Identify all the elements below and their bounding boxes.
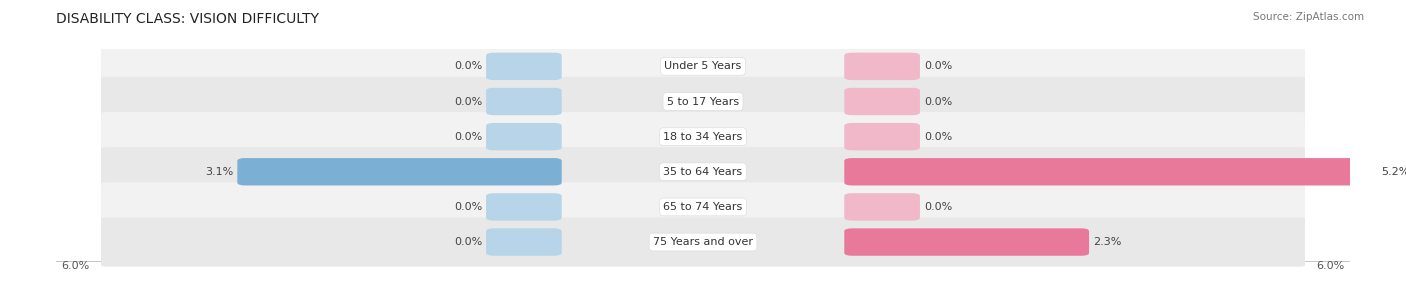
Text: DISABILITY CLASS: VISION DIFFICULTY: DISABILITY CLASS: VISION DIFFICULTY — [56, 12, 319, 26]
FancyBboxPatch shape — [101, 217, 1305, 267]
Text: 0.0%: 0.0% — [924, 61, 952, 71]
FancyBboxPatch shape — [844, 88, 920, 115]
Text: Under 5 Years: Under 5 Years — [665, 61, 741, 71]
FancyBboxPatch shape — [486, 88, 562, 115]
Text: 0.0%: 0.0% — [924, 132, 952, 142]
FancyBboxPatch shape — [486, 193, 562, 221]
Text: 5.2%: 5.2% — [1382, 167, 1406, 177]
Text: 0.0%: 0.0% — [454, 96, 482, 106]
FancyBboxPatch shape — [101, 42, 1305, 91]
FancyBboxPatch shape — [844, 53, 920, 80]
Text: 6.0%: 6.0% — [62, 260, 90, 271]
Text: Source: ZipAtlas.com: Source: ZipAtlas.com — [1253, 12, 1364, 22]
Text: 6.0%: 6.0% — [1316, 260, 1344, 271]
Text: 0.0%: 0.0% — [924, 96, 952, 106]
Text: 35 to 64 Years: 35 to 64 Years — [664, 167, 742, 177]
FancyBboxPatch shape — [486, 228, 562, 256]
Text: 0.0%: 0.0% — [454, 237, 482, 247]
Text: 0.0%: 0.0% — [454, 61, 482, 71]
Text: 65 to 74 Years: 65 to 74 Years — [664, 202, 742, 212]
FancyBboxPatch shape — [238, 158, 562, 185]
FancyBboxPatch shape — [844, 158, 1378, 185]
FancyBboxPatch shape — [844, 228, 1090, 256]
Text: 0.0%: 0.0% — [924, 202, 952, 212]
FancyBboxPatch shape — [101, 147, 1305, 196]
Text: 5 to 17 Years: 5 to 17 Years — [666, 96, 740, 106]
FancyBboxPatch shape — [101, 182, 1305, 231]
FancyBboxPatch shape — [844, 123, 920, 150]
FancyBboxPatch shape — [101, 112, 1305, 161]
FancyBboxPatch shape — [486, 123, 562, 150]
Text: 0.0%: 0.0% — [454, 132, 482, 142]
Text: 0.0%: 0.0% — [454, 202, 482, 212]
FancyBboxPatch shape — [844, 193, 920, 221]
FancyBboxPatch shape — [101, 77, 1305, 126]
Text: 18 to 34 Years: 18 to 34 Years — [664, 132, 742, 142]
Text: 75 Years and over: 75 Years and over — [652, 237, 754, 247]
Text: 2.3%: 2.3% — [1092, 237, 1122, 247]
FancyBboxPatch shape — [486, 53, 562, 80]
Text: 3.1%: 3.1% — [205, 167, 233, 177]
